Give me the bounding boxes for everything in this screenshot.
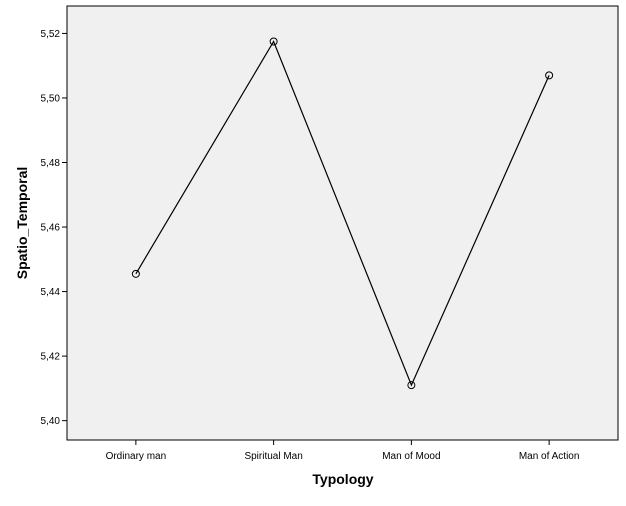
x-tick-label: Ordinary man <box>106 451 167 462</box>
data-point <box>269 37 278 46</box>
y-tick-label: 5,42 <box>41 352 61 363</box>
y-tick-label: 5,44 <box>41 287 61 298</box>
data-point <box>545 71 554 80</box>
y-tick-label: 5,46 <box>41 223 61 234</box>
data-point <box>407 381 416 390</box>
y-tick-label: 5,50 <box>41 93 61 104</box>
x-tick-label: Man of Action <box>519 451 580 462</box>
x-tick-label: Man of Mood <box>382 451 440 462</box>
y-axis: 5,40 5,42 5,44 5,46 5,48 5,50 5,52 <box>41 29 67 427</box>
plot-area <box>66 5 619 441</box>
series-line <box>135 40 550 387</box>
x-axis: Ordinary man Spiritual Man Man of Mood Man … <box>106 440 580 462</box>
x-axis-title: Typology <box>312 471 373 487</box>
data-point <box>131 269 140 278</box>
y-tick-label: 5,48 <box>41 158 61 169</box>
y-axis-title: Spatio_Temporal <box>14 167 30 280</box>
series-layer <box>131 37 554 390</box>
x-tick-label: Spiritual Man <box>244 451 302 462</box>
y-tick-label: 5,52 <box>41 29 61 40</box>
y-tick-label: 5,40 <box>41 416 61 427</box>
